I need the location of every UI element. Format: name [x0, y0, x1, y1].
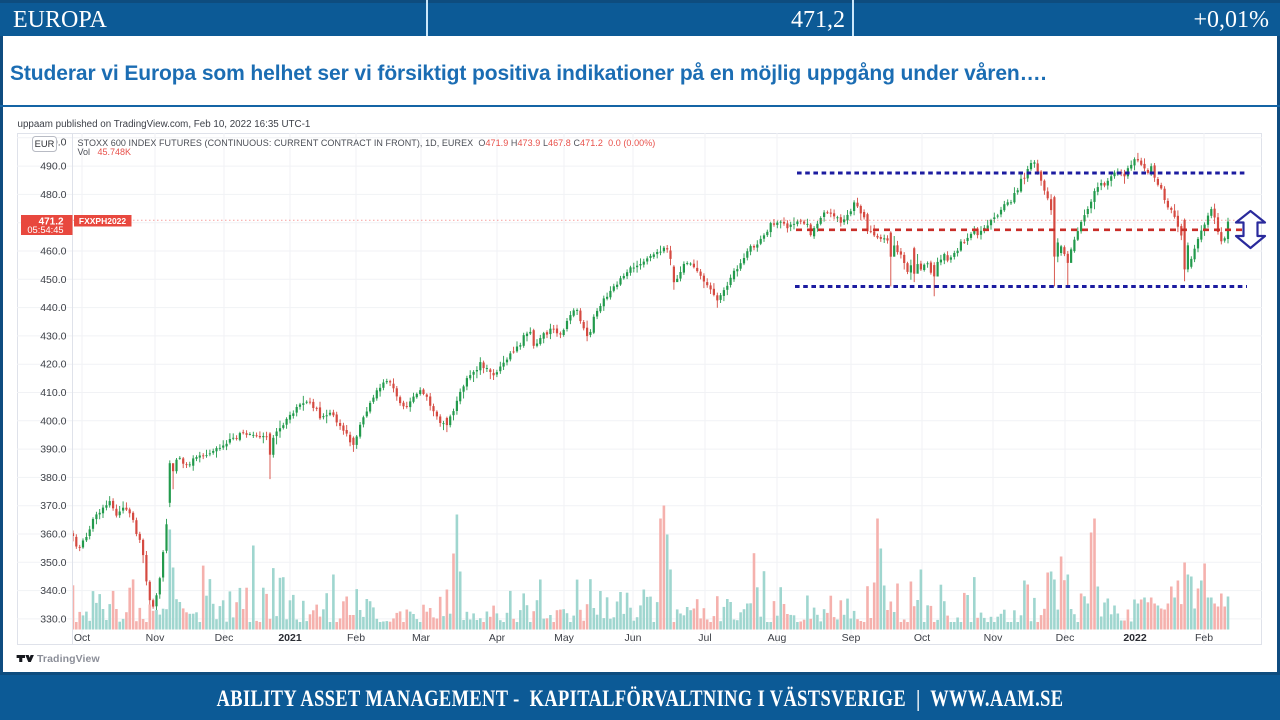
svg-text:Feb: Feb: [347, 632, 365, 644]
svg-text:Nov: Nov: [146, 632, 165, 644]
svg-text:Mar: Mar: [412, 632, 431, 644]
svg-text:490.0: 490.0: [40, 161, 66, 173]
svg-text:350.0: 350.0: [40, 557, 66, 569]
svg-text:390.0: 390.0: [40, 444, 66, 456]
svg-text:EUR: EUR: [35, 139, 55, 149]
svg-text:420.0: 420.0: [40, 359, 66, 371]
svg-text:Vol 45.748K: Vol 45.748K: [78, 147, 132, 157]
svg-text:uppaam published on TradingVie: uppaam published on TradingView.com, Feb…: [18, 119, 311, 130]
svg-text:Jun: Jun: [625, 632, 642, 644]
svg-text:TradingView: TradingView: [37, 653, 100, 665]
svg-text:Aug: Aug: [768, 632, 787, 644]
svg-text:471.2: 471.2: [39, 216, 64, 227]
svg-text:Oct: Oct: [914, 632, 930, 644]
svg-text:2021: 2021: [278, 632, 302, 644]
svg-text:2022: 2022: [1123, 632, 1147, 644]
svg-text:Feb: Feb: [1195, 632, 1213, 644]
svg-text:460.0: 460.0: [40, 246, 66, 258]
svg-text:Sep: Sep: [842, 632, 861, 644]
svg-text:May: May: [554, 632, 575, 644]
svg-text:340.0: 340.0: [40, 585, 66, 597]
svg-text:400.0: 400.0: [40, 415, 66, 427]
svg-text:05:54:45: 05:54:45: [27, 225, 63, 235]
svg-text:330.0: 330.0: [40, 613, 66, 625]
svg-text:430.0: 430.0: [40, 330, 66, 342]
svg-text:480.0: 480.0: [40, 189, 66, 201]
svg-text:Apr: Apr: [489, 632, 506, 644]
svg-text:Dec: Dec: [1056, 632, 1075, 644]
svg-text:380.0: 380.0: [40, 472, 66, 484]
svg-text:Jul: Jul: [698, 632, 711, 644]
svg-text:FXXPH2022: FXXPH2022: [79, 216, 127, 226]
svg-text:STOXX 600 INDEX FUTURES (CONTI: STOXX 600 INDEX FUTURES (CONTINUOUS: CUR…: [78, 138, 656, 148]
svg-text:450.0: 450.0: [40, 274, 66, 286]
svg-text:440.0: 440.0: [40, 302, 66, 314]
svg-text:370.0: 370.0: [40, 500, 66, 512]
svg-text:Oct: Oct: [74, 632, 90, 644]
svg-text:360.0: 360.0: [40, 529, 66, 541]
svg-text:Nov: Nov: [984, 632, 1003, 644]
svg-text:410.0: 410.0: [40, 387, 66, 399]
svg-text:Dec: Dec: [215, 632, 234, 644]
